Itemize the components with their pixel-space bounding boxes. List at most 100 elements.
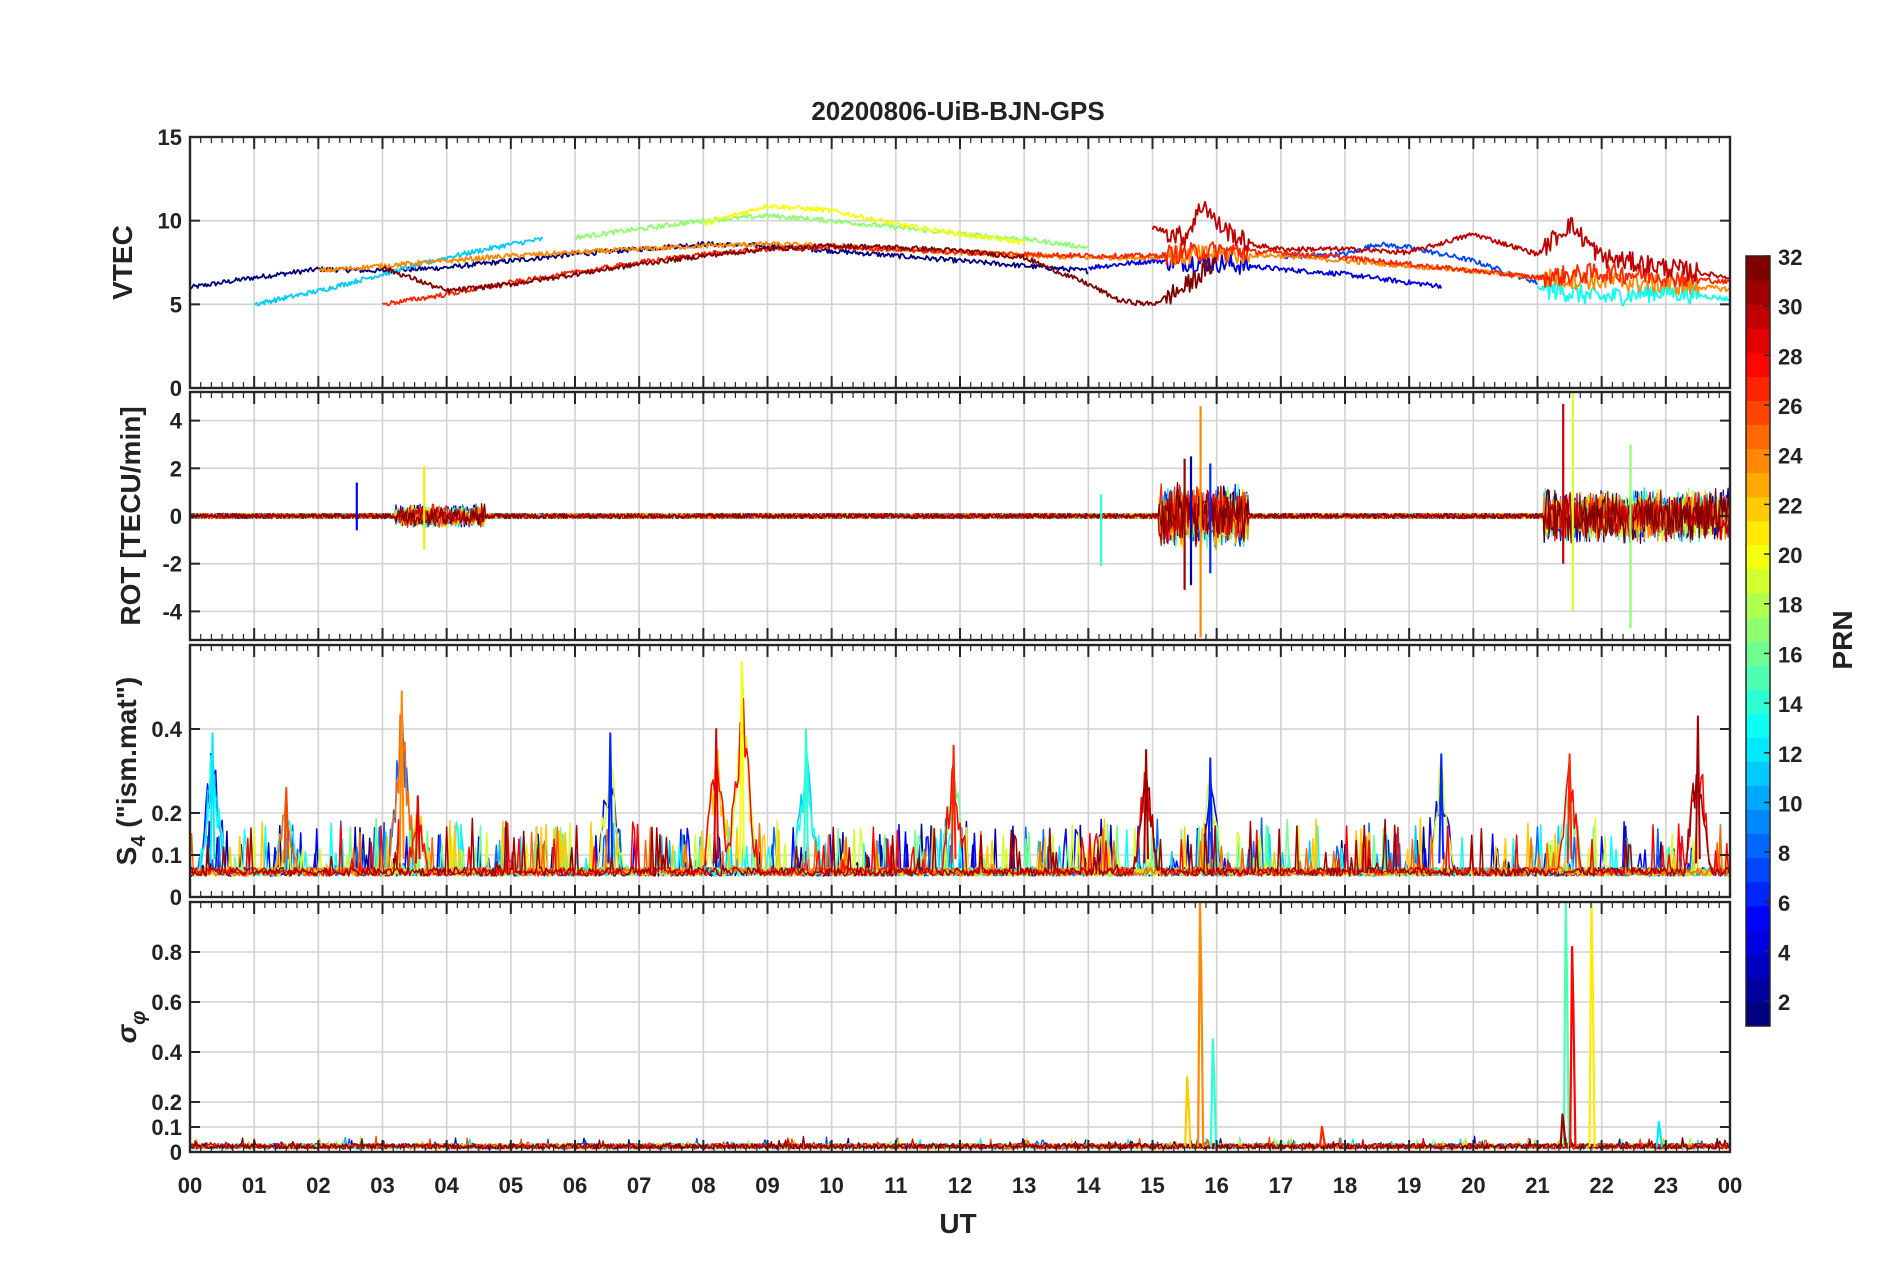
vtec-line-prn-32 [382, 242, 1217, 307]
x-tick-label: 06 [563, 1173, 587, 1198]
sigphi-ytick-label: 0.4 [151, 1040, 182, 1065]
x-tick-label: 09 [755, 1173, 779, 1198]
sigphi-peak-prn-12 [1655, 1120, 1664, 1148]
colorbar-segment [1746, 905, 1770, 931]
s4-peak-prn-31 [1143, 749, 1149, 864]
s4-peak-prn-14 [803, 728, 809, 864]
colorbar-segment [1746, 616, 1770, 642]
rot-ytick-label: 0 [170, 504, 182, 529]
colorbar-tick-label: 28 [1778, 344, 1802, 369]
colorbar-tick-label: 2 [1778, 990, 1790, 1015]
x-tick-label: 16 [1204, 1173, 1228, 1198]
s4-peak-prn-6 [1207, 757, 1214, 864]
colorbar-segment [1746, 857, 1770, 883]
sigphi-peak-prn-15 [1562, 902, 1570, 1148]
colorbar-tick-label: 8 [1778, 841, 1790, 866]
vtec-ytick-label: 15 [158, 125, 182, 150]
colorbar-segment [1746, 376, 1770, 401]
x-tick-label: 20 [1461, 1173, 1485, 1198]
colorbar-segment [1746, 713, 1770, 738]
x-tick-label: 03 [370, 1173, 394, 1198]
colorbar-segment [1746, 304, 1770, 329]
colorbar-tick-label: 30 [1778, 295, 1802, 320]
s4-peak-prn-31 [1695, 715, 1701, 864]
colorbar-tick-label: 12 [1778, 742, 1802, 767]
colorbar-label: PRN [1827, 610, 1858, 669]
colorbar-segment [1746, 280, 1770, 305]
colorbar-segment [1746, 929, 1770, 955]
s4-ytick-label: 0.4 [151, 717, 182, 742]
s4-peak-prn-29 [414, 795, 421, 864]
x-tick-label: 00 [1718, 1173, 1742, 1198]
x-tick-label: 00 [178, 1173, 202, 1198]
x-tick-label: 19 [1397, 1173, 1421, 1198]
vtec-line-prn-11 [254, 236, 543, 307]
s4-peak-prn-24 [398, 690, 405, 864]
vtec-ytick-label: 5 [170, 292, 182, 317]
vtec-ylabel: VTEC [107, 225, 138, 300]
sigphi-peak-prn-28 [1569, 945, 1577, 1148]
colorbar-border [1745, 255, 1771, 1027]
sigphi-peak-prn-21 [1588, 902, 1596, 1148]
x-tick-label: 17 [1269, 1173, 1293, 1198]
rot-ytick-label: -4 [162, 599, 182, 624]
rot-ylabel: ROT [TECU/min] [115, 406, 146, 625]
x-tick-label: 18 [1333, 1173, 1357, 1198]
s4-peak-prn-20 [738, 660, 745, 864]
colorbar-segment [1746, 737, 1770, 762]
x-tick-label: 05 [499, 1173, 523, 1198]
s4-series [190, 660, 1730, 877]
s4-peak-prn-6 [607, 732, 614, 864]
rot-axes-border [188, 390, 1732, 642]
x-tick-label: 12 [948, 1173, 972, 1198]
x-tick-label: 07 [627, 1173, 651, 1198]
s4-peak-prn-26 [283, 786, 290, 864]
rot-series [190, 392, 1730, 638]
colorbar-segment [1746, 568, 1770, 594]
rot-line-prn-32 [190, 482, 1730, 545]
x-tick-label: 14 [1076, 1173, 1101, 1198]
vtec-line-prn-30 [1151, 200, 1730, 282]
colorbar-tick-label: 14 [1778, 692, 1803, 717]
colorbar-segment [1746, 977, 1770, 1003]
rot-ytick-label: -2 [162, 552, 182, 577]
vtec-panel: 0 5 10 15 VTEC [107, 125, 1732, 401]
sigphi-ytick-label: 0.8 [151, 940, 182, 965]
s4-peak-prn-29 [713, 728, 720, 864]
x-tick-label: 04 [434, 1173, 459, 1198]
x-tick-label: 22 [1589, 1173, 1613, 1198]
x-tick-label: 15 [1140, 1173, 1164, 1198]
vtec-axes-border [188, 135, 1732, 390]
sigphi-peak-prn-22 [1184, 1075, 1192, 1148]
colorbar-segment [1746, 689, 1770, 714]
vtec-ytick-label: 10 [158, 209, 182, 234]
sigphi-panel: 00.10.2 0.4 0.6 0.8 σφ [111, 900, 1732, 1165]
colorbar-segment [1746, 544, 1770, 570]
s4-peak-prn-27 [1566, 753, 1573, 864]
sigphi-ytick-label: 0.2 [151, 1090, 182, 1115]
x-axis-label: UT [939, 1208, 976, 1239]
x-tick-label: 21 [1525, 1173, 1549, 1198]
s4-line-prn-25 [190, 714, 1730, 877]
x-tick-label: 08 [691, 1173, 715, 1198]
s4-line-prn-31 [190, 768, 1730, 877]
x-tick-label: 10 [819, 1173, 843, 1198]
colorbar-segment [1746, 352, 1770, 377]
sigphi-peak-prn-27 [1318, 1125, 1327, 1148]
vtec-ytick-label: 0 [170, 376, 182, 401]
s4-panel: 0 0.1 0.2 0.4S4 ("ism.mat") [111, 643, 1732, 910]
sigphi-axes-border [188, 900, 1732, 1154]
s4-ytick-label: 0.1 [151, 843, 182, 868]
colorbar-segment [1746, 809, 1770, 835]
colorbar-segment [1746, 592, 1770, 618]
s4-axes-border [188, 643, 1732, 899]
chart-title: 20200806-UiB-BJN-GPS [811, 96, 1104, 126]
colorbar-segment [1746, 328, 1770, 353]
s4-ytick-label: 0 [170, 885, 182, 910]
colorbar-tick-label: 18 [1778, 593, 1802, 618]
colorbar-segment [1746, 496, 1770, 522]
colorbar-segment [1746, 448, 1770, 474]
s4-ytick-label: 0.2 [151, 801, 182, 826]
